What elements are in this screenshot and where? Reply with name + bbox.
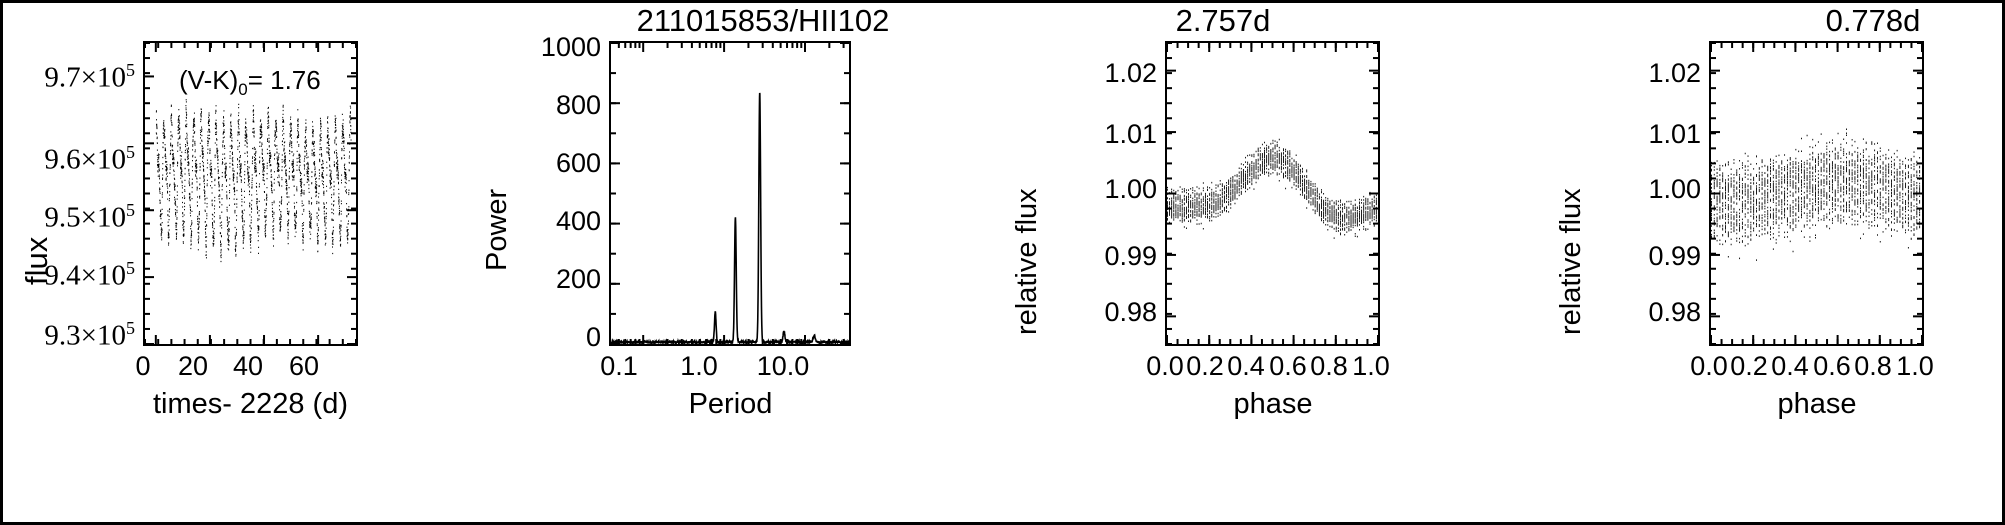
lightcurve-xtick-0: 0 — [135, 351, 151, 381]
phase-secondary-xtick-4: 0.8 — [1854, 351, 1892, 381]
phase-primary-ytick-0: 0.98 — [1104, 297, 1157, 327]
phase-primary-xtick-2: 0.4 — [1227, 351, 1265, 381]
periodogram-xtick-0: 0.1 — [600, 351, 638, 381]
lightcurve-plot-area — [143, 41, 358, 346]
periodogram-ytick-4: 800 — [555, 90, 601, 120]
periodogram-xtick-2: 10.0 — [756, 351, 810, 381]
phase-secondary-ytick-2: 1.00 — [1648, 174, 1701, 204]
lightcurve-svg — [145, 43, 356, 344]
phase-secondary-xtick-5: 1.0 — [1896, 351, 1934, 381]
periodogram-ytick-0: 0 — [585, 322, 601, 352]
phase-primary-xtick-4: 0.8 — [1310, 351, 1348, 381]
phase-secondary-xtick-1: 0.2 — [1730, 351, 1768, 381]
periodogram-ytick-3: 600 — [555, 148, 601, 178]
periodogram-svg — [611, 43, 849, 344]
phase-secondary-svg — [1711, 43, 1922, 344]
periodogram-ytick-2: 400 — [555, 206, 601, 236]
lightcurve-ytick-3: 9.6×105 — [44, 142, 135, 176]
lightcurve-ytick-1: 9.4×105 — [44, 258, 135, 292]
panel-phase-fold-secondary: 0.778d relative flux 0.98 0.99 1.00 1.01… — [1473, 3, 2002, 522]
phase-secondary-title: 0.778d — [1825, 3, 1921, 38]
panel-periodogram: 211015853/HII102 Power 0 200 400 600 800… — [463, 3, 933, 522]
phase-primary-ytick-1: 0.99 — [1104, 241, 1157, 271]
lightcurve-color-annotation: (V-K)0= 1.76 — [179, 65, 321, 100]
lightcurve-ytick-4: 9.7×105 — [44, 60, 135, 94]
lightcurve-xtick-3: 60 — [288, 351, 320, 381]
periodogram-x-axis-label: Period — [688, 388, 773, 420]
phase-secondary-ytick-4: 1.02 — [1648, 58, 1701, 88]
phase-primary-ytick-3: 1.01 — [1104, 119, 1157, 149]
phase-primary-ytick-4: 1.02 — [1104, 58, 1157, 88]
phase-primary-xtick-0: 0.0 — [1146, 351, 1184, 381]
phase-secondary-x-axis-label: phase — [1777, 388, 1857, 420]
phase-primary-plot-area — [1165, 41, 1380, 346]
panel-phase-fold-primary: 2.757d relative flux 0.98 0.99 1.00 1.01… — [933, 3, 1473, 522]
panel-lightcurve: flux 9.3×105 9.4×105 9.5×105 9.6×105 9.7… — [3, 3, 463, 522]
phase-primary-y-axis-label: relative flux — [1011, 188, 1043, 335]
lightcurve-ytick-2: 9.5×105 — [44, 200, 135, 234]
periodogram-xtick-1: 1.0 — [680, 351, 718, 381]
phase-primary-title: 2.757d — [1175, 3, 1271, 38]
phase-primary-xtick-1: 0.2 — [1186, 351, 1224, 381]
periodogram-ytick-1: 200 — [555, 264, 601, 294]
phase-secondary-plot-area — [1709, 41, 1924, 346]
periodogram-plot-area — [609, 41, 851, 346]
phase-secondary-xtick-0: 0.0 — [1690, 351, 1728, 381]
phase-primary-svg — [1167, 43, 1378, 344]
phase-primary-x-axis-label: phase — [1233, 388, 1313, 420]
phase-secondary-xtick-2: 0.4 — [1771, 351, 1809, 381]
phase-secondary-xtick-3: 0.6 — [1813, 351, 1851, 381]
lightcurve-xtick-1: 20 — [177, 351, 209, 381]
lightcurve-xtick-2: 40 — [232, 351, 264, 381]
lightcurve-x-axis-label: times- 2228 (d) — [152, 388, 348, 420]
phase-secondary-y-axis-label: relative flux — [1555, 188, 1587, 335]
periodogram-ytick-5: 1000 — [540, 32, 601, 62]
phase-secondary-ytick-0: 0.98 — [1648, 297, 1701, 327]
phase-primary-xtick-3: 0.6 — [1269, 351, 1307, 381]
phase-primary-ytick-2: 1.00 — [1104, 174, 1157, 204]
phase-primary-xtick-5: 1.0 — [1352, 351, 1390, 381]
phase-secondary-ytick-3: 1.01 — [1648, 119, 1701, 149]
lightcurve-ytick-0: 9.3×105 — [44, 318, 135, 352]
figure-title: 211015853/HII102 — [636, 3, 890, 38]
phase-secondary-ytick-1: 0.99 — [1648, 241, 1701, 271]
